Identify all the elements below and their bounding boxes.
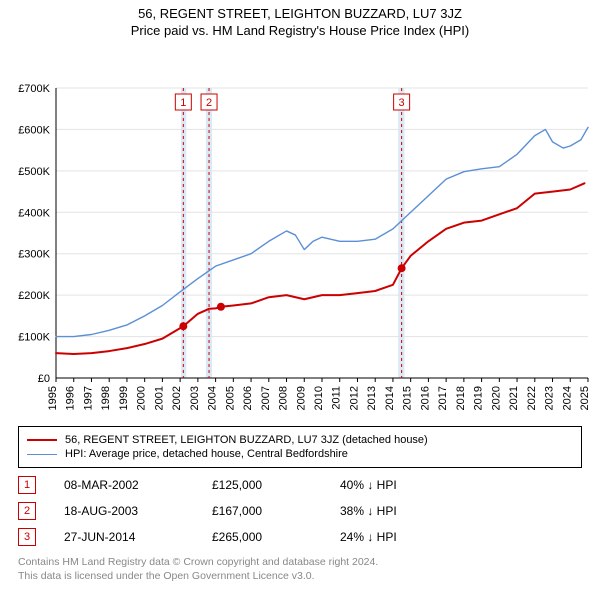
event-marker: 3 xyxy=(18,528,36,546)
svg-text:1999: 1999 xyxy=(118,386,130,410)
footer-attribution: Contains HM Land Registry data © Crown c… xyxy=(18,556,582,583)
svg-text:£700K: £700K xyxy=(18,83,50,95)
svg-text:2025: 2025 xyxy=(579,386,591,410)
svg-text:2018: 2018 xyxy=(455,386,467,410)
svg-text:3: 3 xyxy=(399,97,405,109)
svg-text:2007: 2007 xyxy=(260,386,272,410)
svg-text:2004: 2004 xyxy=(207,386,219,410)
svg-text:2005: 2005 xyxy=(224,386,236,410)
svg-text:2017: 2017 xyxy=(437,386,449,410)
chart-container: { "titles": { "line1": "56, REGENT STREE… xyxy=(0,0,600,583)
svg-text:2006: 2006 xyxy=(242,386,254,410)
chart-plot-area: £0 £100K £200K £300K £400K £500K £600K £700K 199… xyxy=(0,38,600,418)
svg-text:2020: 2020 xyxy=(490,386,502,410)
svg-text:2003: 2003 xyxy=(189,386,201,410)
svg-text:2016: 2016 xyxy=(419,386,431,410)
svg-text:2002: 2002 xyxy=(171,386,183,410)
event-marker: 1 xyxy=(18,476,36,494)
event-marker: 2 xyxy=(18,502,36,520)
svg-text:2008: 2008 xyxy=(278,386,290,410)
title-address: 56, REGENT STREET, LEIGHTON BUZZARD, LU7… xyxy=(0,6,600,21)
footer-line: Contains HM Land Registry data © Crown c… xyxy=(18,556,582,570)
svg-text:1995: 1995 xyxy=(47,386,59,410)
event-date: 18-AUG-2003 xyxy=(64,504,184,518)
svg-text:1: 1 xyxy=(180,97,186,109)
svg-text:2019: 2019 xyxy=(473,386,485,410)
legend-swatch xyxy=(27,439,57,441)
event-row: 3 27-JUN-2014 £265,000 24% ↓ HPI xyxy=(18,528,582,546)
event-date: 27-JUN-2014 xyxy=(64,530,184,544)
event-price: £265,000 xyxy=(212,530,312,544)
legend-label: 56, REGENT STREET, LEIGHTON BUZZARD, LU7… xyxy=(65,434,428,446)
svg-text:2001: 2001 xyxy=(153,386,165,410)
svg-text:£600K: £600K xyxy=(18,124,50,136)
legend-label: HPI: Average price, detached house, Cent… xyxy=(65,448,348,460)
svg-text:£500K: £500K xyxy=(18,166,50,178)
event-date: 08-MAR-2002 xyxy=(64,478,184,492)
svg-text:2023: 2023 xyxy=(544,386,556,410)
event-price: £125,000 xyxy=(212,478,312,492)
svg-text:2015: 2015 xyxy=(402,386,414,410)
events-table: 1 08-MAR-2002 £125,000 40% ↓ HPI 2 18-AU… xyxy=(18,476,582,546)
event-row: 2 18-AUG-2003 £167,000 38% ↓ HPI xyxy=(18,502,582,520)
svg-text:2012: 2012 xyxy=(348,386,360,410)
svg-text:2009: 2009 xyxy=(295,386,307,410)
event-price: £167,000 xyxy=(212,504,312,518)
svg-text:2011: 2011 xyxy=(331,386,343,410)
svg-text:£0: £0 xyxy=(38,373,50,385)
svg-text:2: 2 xyxy=(206,97,212,109)
svg-text:2000: 2000 xyxy=(136,386,148,410)
svg-text:1998: 1998 xyxy=(100,386,112,410)
chart-titles: 56, REGENT STREET, LEIGHTON BUZZARD, LU7… xyxy=(0,0,600,38)
event-delta: 38% ↓ HPI xyxy=(340,504,460,518)
chart-svg: £0 £100K £200K £300K £400K £500K £600K £700K 199… xyxy=(0,38,600,418)
svg-text:2021: 2021 xyxy=(508,386,520,410)
svg-text:£400K: £400K xyxy=(18,207,50,219)
footer-line: This data is licensed under the Open Gov… xyxy=(18,570,582,584)
legend-item: HPI: Average price, detached house, Cent… xyxy=(27,448,573,460)
legend-swatch xyxy=(27,454,57,455)
event-row: 1 08-MAR-2002 £125,000 40% ↓ HPI xyxy=(18,476,582,494)
legend-item: 56, REGENT STREET, LEIGHTON BUZZARD, LU7… xyxy=(27,434,573,446)
svg-text:1997: 1997 xyxy=(82,386,94,410)
svg-text:1996: 1996 xyxy=(65,386,77,410)
svg-text:£100K: £100K xyxy=(18,332,50,344)
event-delta: 40% ↓ HPI xyxy=(340,478,460,492)
svg-text:£200K: £200K xyxy=(18,290,50,302)
svg-text:2024: 2024 xyxy=(561,386,573,410)
svg-text:2010: 2010 xyxy=(313,386,325,410)
title-subtitle: Price paid vs. HM Land Registry's House … xyxy=(0,23,600,38)
legend: 56, REGENT STREET, LEIGHTON BUZZARD, LU7… xyxy=(18,426,582,468)
event-delta: 24% ↓ HPI xyxy=(340,530,460,544)
svg-text:2014: 2014 xyxy=(384,386,396,410)
svg-text:2013: 2013 xyxy=(366,386,378,410)
svg-text:2022: 2022 xyxy=(526,386,538,410)
svg-text:£300K: £300K xyxy=(18,249,50,261)
